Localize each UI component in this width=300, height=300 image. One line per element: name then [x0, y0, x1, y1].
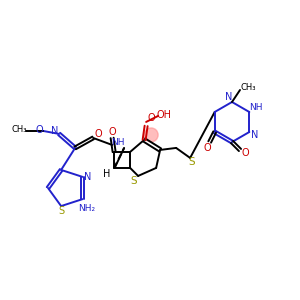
Text: O: O	[204, 143, 212, 153]
Text: N: N	[225, 92, 233, 102]
Text: O: O	[147, 113, 155, 123]
Text: N: N	[51, 126, 59, 136]
Text: CH₃: CH₃	[11, 125, 27, 134]
Text: CH₃: CH₃	[240, 82, 256, 91]
Text: S: S	[58, 206, 64, 216]
Text: S: S	[189, 157, 195, 167]
Text: NH: NH	[111, 138, 125, 147]
Text: S: S	[131, 176, 137, 186]
Text: H: H	[103, 169, 111, 179]
Text: O: O	[94, 129, 102, 139]
Text: NH₂: NH₂	[78, 204, 95, 213]
Text: N: N	[84, 172, 91, 182]
Text: NH: NH	[250, 103, 263, 112]
Text: OH: OH	[157, 110, 172, 120]
Text: N: N	[250, 130, 258, 140]
Text: O: O	[108, 127, 116, 137]
Text: O: O	[241, 148, 249, 158]
Text: O: O	[35, 125, 43, 135]
Circle shape	[144, 128, 158, 142]
